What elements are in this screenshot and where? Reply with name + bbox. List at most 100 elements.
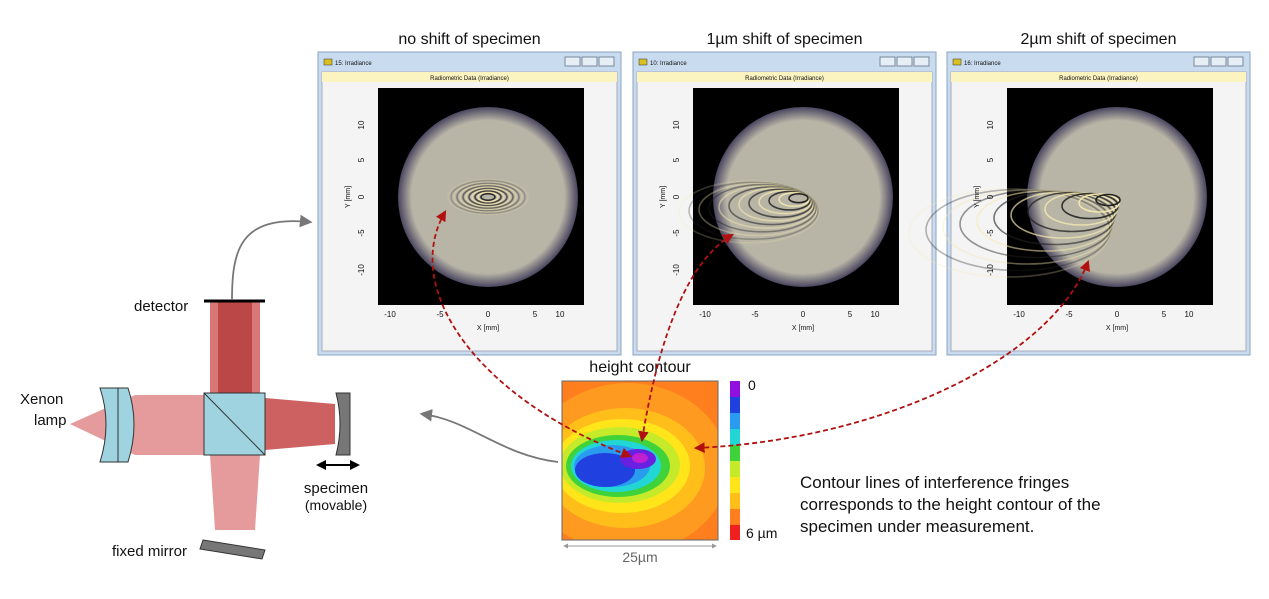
caption-line: Contour lines of interference fringes bbox=[800, 473, 1069, 492]
irradiance-window: 2µm shift of specimen 16: Irradiance Radio… bbox=[908, 31, 1251, 356]
fringe bbox=[728, 186, 815, 226]
x-axis-label: X [mm] bbox=[792, 325, 814, 332]
beam-disc bbox=[713, 107, 893, 287]
window-button bbox=[564, 56, 581, 67]
y-tick-label: -5 bbox=[357, 229, 366, 237]
x-tick-label: 10 bbox=[1185, 310, 1194, 319]
fringe bbox=[471, 189, 505, 206]
lens bbox=[99, 387, 119, 463]
label: specimen bbox=[304, 480, 368, 497]
x-tick-label: 5 bbox=[1162, 310, 1167, 319]
lens bbox=[117, 387, 135, 463]
panel-heading: 1µm shift of specimen bbox=[707, 31, 863, 48]
y-tick-label: 0 bbox=[986, 194, 995, 199]
fringe bbox=[718, 185, 816, 230]
x-tick-label: -5 bbox=[1065, 310, 1073, 319]
x-tick-label: -5 bbox=[751, 310, 759, 319]
optical-setup: detector Xenon lamp specimen (movable) f… bbox=[20, 298, 368, 560]
y-tick-label: 5 bbox=[357, 157, 366, 162]
y-tick-label: 0 bbox=[672, 194, 681, 199]
color-scale bbox=[730, 381, 740, 540]
x-tick-label: 5 bbox=[848, 310, 853, 319]
x-tick-label: 10 bbox=[556, 310, 565, 319]
beam-disc bbox=[398, 107, 578, 287]
fringe bbox=[758, 189, 812, 215]
fringe bbox=[708, 183, 817, 233]
x-tick-label: -10 bbox=[699, 310, 711, 319]
label: (movable) bbox=[305, 497, 367, 513]
y-axis-label: Y [mm] bbox=[974, 186, 981, 208]
x-tick-label: -5 bbox=[436, 310, 444, 319]
y-axis-label: Y [mm] bbox=[345, 186, 352, 208]
red-arrow bbox=[638, 233, 734, 443]
label: Xenon bbox=[20, 391, 63, 408]
fringe bbox=[477, 191, 499, 203]
beam bbox=[265, 398, 335, 450]
window-icon bbox=[323, 58, 333, 66]
y-tick-label: 10 bbox=[357, 120, 366, 129]
red-arrow bbox=[431, 210, 633, 459]
window-button bbox=[581, 56, 598, 67]
fringe bbox=[462, 185, 514, 209]
gray-arrow bbox=[419, 409, 559, 463]
beam bbox=[70, 395, 204, 455]
y-tick-label: 5 bbox=[672, 157, 681, 162]
x-tick-label: -10 bbox=[384, 310, 396, 319]
fringe bbox=[468, 187, 508, 207]
plot-title: Radiometric Data (Irradiance) bbox=[745, 76, 824, 82]
window-button bbox=[896, 56, 913, 67]
width-label: 25µm bbox=[622, 549, 657, 565]
fringe bbox=[474, 190, 502, 204]
irradiance-window: no shift of specimen 15: Irradiance Radiom… bbox=[317, 31, 622, 356]
plot-title-bar bbox=[637, 72, 932, 82]
window-button bbox=[1210, 56, 1227, 67]
window-title: 10: Irradiance bbox=[650, 61, 687, 67]
fringe bbox=[1095, 193, 1121, 207]
fringe bbox=[459, 183, 517, 211]
fringe bbox=[688, 181, 819, 240]
y-tick-label: 0 bbox=[357, 194, 366, 199]
window-title: 15: Irradiance bbox=[335, 61, 372, 67]
y-tick-label: -10 bbox=[357, 264, 366, 276]
plot-title-bar bbox=[322, 72, 617, 82]
y-tick-label: -10 bbox=[672, 264, 681, 276]
plot-title: Radiometric Data (Irradiance) bbox=[430, 76, 509, 82]
caption-line: corresponds to the height contour of the bbox=[800, 495, 1101, 514]
red-arrow bbox=[693, 259, 1090, 454]
plot-title: Radiometric Data (Irradiance) bbox=[1059, 76, 1138, 82]
y-tick-label: 10 bbox=[672, 120, 681, 129]
window-button bbox=[913, 56, 930, 67]
specimen-mirror bbox=[335, 392, 351, 456]
plot-title-bar bbox=[951, 72, 1246, 82]
fringe bbox=[748, 188, 813, 219]
fringe bbox=[778, 191, 810, 208]
caption: Contour lines of interference fringes co… bbox=[800, 473, 1101, 536]
fringe bbox=[678, 180, 820, 244]
x-tick-label: 0 bbox=[801, 310, 806, 319]
x-axis-label: X [mm] bbox=[1106, 325, 1128, 332]
window-icon bbox=[638, 58, 648, 66]
scale-label: 0 bbox=[748, 377, 756, 393]
scale-label: 6 µm bbox=[746, 525, 777, 541]
beam bbox=[210, 455, 260, 530]
y-tick-label: 10 bbox=[986, 120, 995, 129]
caption-line: specimen under measurement. bbox=[800, 517, 1034, 536]
fixed-mirror bbox=[199, 539, 266, 560]
gray-arrow bbox=[231, 214, 313, 301]
fringe bbox=[465, 186, 511, 208]
fringe bbox=[698, 182, 818, 237]
window-button bbox=[1193, 56, 1210, 67]
splitter-diagonal bbox=[203, 392, 266, 456]
x-axis-label: X [mm] bbox=[477, 325, 499, 332]
window-title: 16: Irradiance bbox=[964, 61, 1001, 67]
label: fixed mirror bbox=[112, 543, 187, 560]
fringe bbox=[788, 193, 809, 204]
window-icon bbox=[952, 58, 962, 66]
beam bbox=[218, 301, 252, 393]
y-tick-label: -5 bbox=[672, 229, 681, 237]
window-button bbox=[598, 56, 615, 67]
y-tick-label: -10 bbox=[986, 264, 995, 276]
label: detector bbox=[134, 298, 188, 315]
y-axis-label: Y [mm] bbox=[660, 186, 667, 208]
